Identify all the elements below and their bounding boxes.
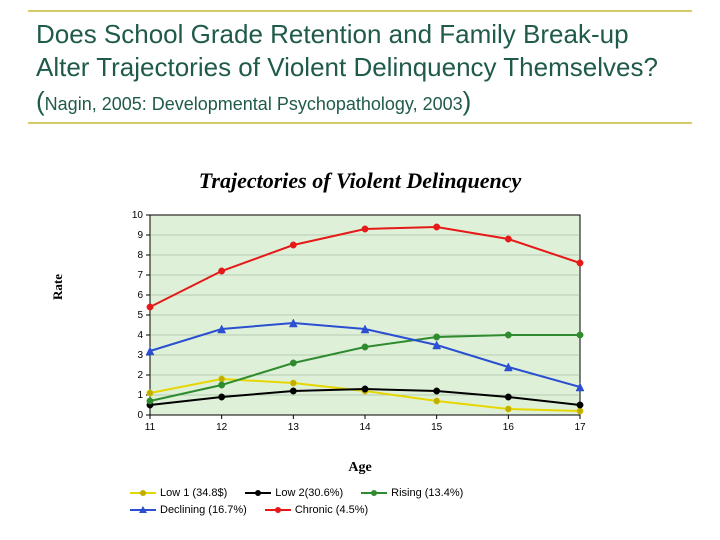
legend-marker-icon [140, 490, 146, 496]
svg-text:1: 1 [137, 390, 143, 401]
svg-text:5: 5 [137, 310, 143, 321]
title-block: Does School Grade Retention and Family B… [28, 10, 692, 124]
legend-swatch [130, 492, 156, 494]
slide-subtitle: (Nagin, 2005: Developmental Psychopathol… [36, 85, 684, 118]
legend-swatch [361, 492, 387, 494]
legend-swatch [265, 509, 291, 511]
legend-marker-icon [139, 506, 147, 513]
svg-text:6: 6 [137, 290, 143, 301]
svg-text:13: 13 [288, 422, 300, 433]
svg-text:12: 12 [216, 422, 228, 433]
legend-label: Low 1 (34.8$) [160, 487, 227, 499]
legend-item: Declining (16.7%) [130, 502, 247, 519]
chart-title: Trajectories of Violent Delinquency [0, 168, 720, 194]
svg-text:0: 0 [137, 410, 143, 421]
svg-text:8: 8 [137, 250, 143, 261]
slide: Does School Grade Retention and Family B… [0, 0, 720, 540]
legend-item: Rising (13.4%) [361, 485, 463, 502]
chart-svg: 01234567891011121314151617 [110, 210, 610, 440]
chart-area: 01234567891011121314151617 [110, 210, 610, 440]
legend-item: Low 1 (34.8$) [130, 485, 227, 502]
legend-item: Low 2(30.6%) [245, 485, 343, 502]
author-text: Nagin, 2005: Developmental Psychopatholo… [45, 94, 463, 114]
paren-close: ) [463, 86, 472, 116]
legend-label: Declining (16.7%) [160, 504, 247, 516]
svg-text:11: 11 [145, 422, 156, 433]
legend-marker-icon [371, 490, 377, 496]
paren-open: ( [36, 86, 45, 116]
svg-text:4: 4 [137, 330, 143, 341]
svg-text:15: 15 [431, 422, 443, 433]
svg-text:10: 10 [132, 210, 144, 221]
y-axis-label: Rate [50, 274, 66, 300]
svg-text:14: 14 [359, 422, 371, 433]
legend-swatch [130, 509, 156, 511]
svg-text:3: 3 [137, 350, 143, 361]
legend-swatch [245, 492, 271, 494]
svg-text:9: 9 [137, 230, 143, 241]
slide-title: Does School Grade Retention and Family B… [36, 18, 684, 83]
legend-marker-icon [275, 507, 281, 513]
svg-text:7: 7 [137, 270, 143, 281]
x-axis-label: Age [0, 460, 720, 476]
legend-marker-icon [255, 490, 261, 496]
legend-item: Chronic (4.5%) [265, 502, 368, 519]
legend: Low 1 (34.8$) Low 2(30.6%) Rising (13.4%) D… [130, 485, 610, 518]
svg-text:2: 2 [137, 370, 143, 381]
legend-label: Rising (13.4%) [391, 487, 463, 499]
legend-label: Chronic (4.5%) [295, 504, 368, 516]
svg-text:17: 17 [574, 422, 586, 433]
legend-label: Low 2(30.6%) [275, 487, 343, 499]
svg-text:16: 16 [503, 422, 515, 433]
